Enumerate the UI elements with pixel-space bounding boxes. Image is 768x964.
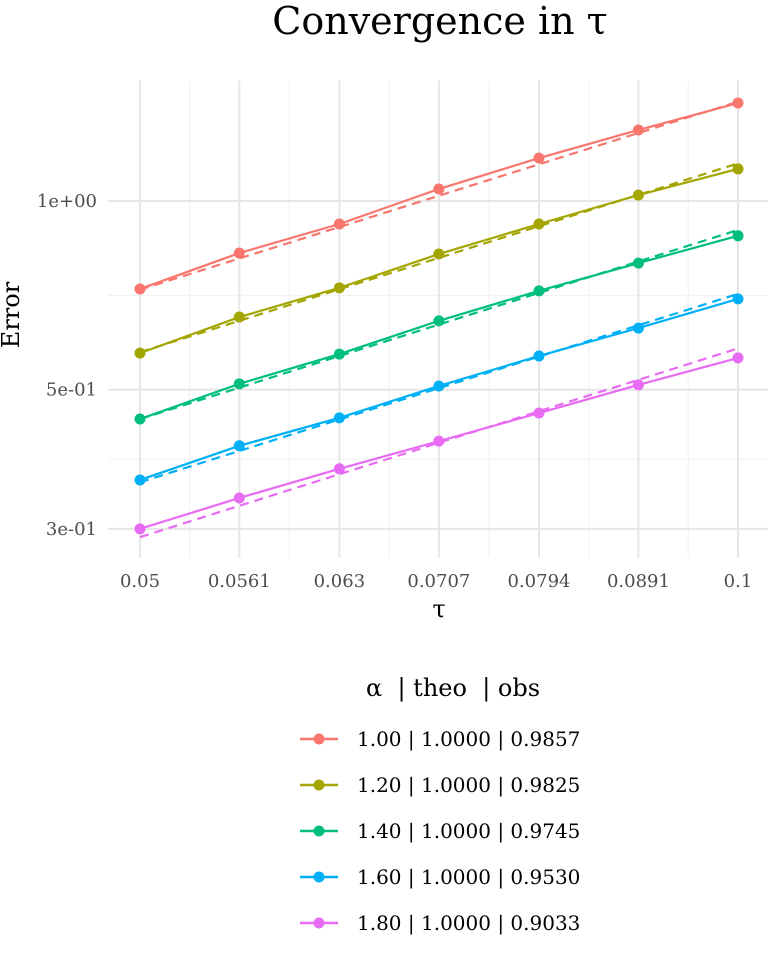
legend-item: 1.20 | 1.0000 | 0.9825: [300, 773, 580, 798]
series: [134, 347, 744, 539]
legend-item: 1.60 | 1.0000 | 0.9530: [300, 865, 580, 890]
data-point: [134, 523, 146, 535]
legend-key-point: [313, 871, 325, 883]
data-point: [533, 407, 545, 419]
data-point: [632, 124, 644, 136]
data-point: [732, 163, 744, 175]
data-point: [433, 435, 445, 447]
data-point: [233, 492, 245, 504]
data-point: [732, 230, 744, 242]
data-point: [732, 97, 744, 109]
data-point: [632, 257, 644, 269]
y-tick-label: 3e-01: [46, 519, 97, 540]
legend: 1.00 | 1.0000 | 0.9857 1.20 | 1.0000 | 0.…: [300, 727, 580, 936]
legend-item: 1.80 | 1.0000 | 0.9033: [300, 911, 580, 936]
x-tick-label: 0.0561: [208, 571, 271, 592]
series: [134, 228, 744, 425]
legend-label: 1.80 | 1.0000 | 0.9033: [357, 911, 580, 936]
data-point: [333, 282, 345, 294]
chart-title: Convergence in τ: [272, 0, 607, 43]
data-point: [533, 285, 545, 297]
data-point: [233, 311, 245, 323]
legend-label: 1.20 | 1.0000 | 0.9825: [357, 773, 580, 798]
data-point: [732, 352, 744, 364]
data-point: [333, 348, 345, 360]
legend-key-point: [313, 733, 325, 745]
data-point: [333, 412, 345, 424]
y-axis-label: Error: [0, 281, 25, 348]
data-point: [433, 315, 445, 327]
x-tick-label: 0.0794: [507, 571, 570, 592]
data-point: [333, 218, 345, 230]
x-axis-label: τ: [432, 595, 445, 623]
series: [134, 292, 744, 486]
data-point: [134, 413, 146, 425]
legend-label: 1.40 | 1.0000 | 0.9745: [357, 819, 580, 844]
data-point: [632, 379, 644, 391]
plot-marks: [134, 97, 744, 539]
data-point: [632, 322, 644, 334]
data-point: [233, 247, 245, 259]
legend-key-point: [313, 825, 325, 837]
legend-item: 1.40 | 1.0000 | 0.9745: [300, 819, 580, 844]
legend-item: 1.00 | 1.0000 | 0.9857: [300, 727, 580, 752]
data-point: [233, 378, 245, 390]
legend-title: α | theo | obs: [366, 674, 540, 703]
data-point: [433, 248, 445, 260]
x-tick-label: 0.0707: [407, 571, 470, 592]
data-point: [533, 152, 545, 164]
x-tick-label: 0.05: [120, 571, 160, 592]
data-point: [433, 183, 445, 195]
axes: 0.05 0.0561 0.063 0.0707 0.0794 0.0891 0.1 3e-0…: [37, 191, 752, 592]
data-point: [433, 380, 445, 392]
data-point: [134, 474, 146, 486]
y-tick-label: 5e-01: [46, 380, 97, 401]
data-point: [533, 350, 545, 362]
series: [134, 162, 744, 359]
series: [134, 97, 744, 295]
data-point: [134, 347, 146, 359]
y-tick-label: 1e+00: [37, 191, 97, 212]
legend-key-point: [313, 779, 325, 791]
x-tick-label: 0.063: [314, 571, 366, 592]
data-point: [333, 463, 345, 475]
data-point: [134, 283, 146, 295]
legend-key-point: [313, 917, 325, 929]
data-point: [732, 293, 744, 305]
data-point: [533, 218, 545, 230]
legend-label: 1.00 | 1.0000 | 0.9857: [357, 727, 580, 752]
data-point: [632, 189, 644, 201]
x-tick-label: 0.1: [724, 571, 753, 592]
x-tick-label: 0.0891: [607, 571, 670, 592]
legend-label: 1.60 | 1.0000 | 0.9530: [357, 865, 580, 890]
data-point: [233, 440, 245, 452]
